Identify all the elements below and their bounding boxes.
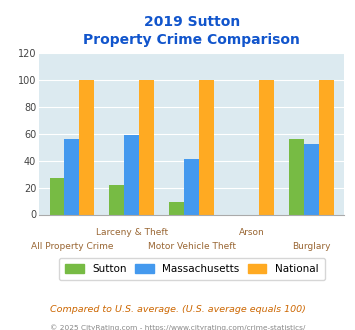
Bar (124, 135, 139, 214)
Bar (109, 185, 124, 214)
Bar (199, 80, 214, 214)
Title: 2019 Sutton
Property Crime Comparison: 2019 Sutton Property Crime Comparison (83, 15, 300, 48)
Bar (184, 159, 199, 214)
Bar (65, 139, 80, 214)
Text: Arson: Arson (239, 228, 264, 237)
Bar (304, 145, 319, 214)
Text: All Property Crime: All Property Crime (31, 242, 113, 251)
Bar (169, 202, 184, 214)
Text: Burglary: Burglary (292, 242, 331, 251)
Bar (80, 80, 94, 214)
Bar (139, 80, 154, 214)
Bar (289, 139, 304, 214)
Text: © 2025 CityRating.com - https://www.cityrating.com/crime-statistics/: © 2025 CityRating.com - https://www.city… (50, 324, 305, 330)
Bar (319, 80, 334, 214)
Text: Larceny & Theft: Larceny & Theft (96, 228, 168, 237)
Bar (259, 80, 274, 214)
Text: Compared to U.S. average. (U.S. average equals 100): Compared to U.S. average. (U.S. average … (50, 305, 305, 314)
Legend: Sutton, Massachusetts, National: Sutton, Massachusetts, National (59, 258, 324, 280)
Text: Motor Vehicle Theft: Motor Vehicle Theft (148, 242, 236, 251)
Bar (50, 178, 65, 214)
